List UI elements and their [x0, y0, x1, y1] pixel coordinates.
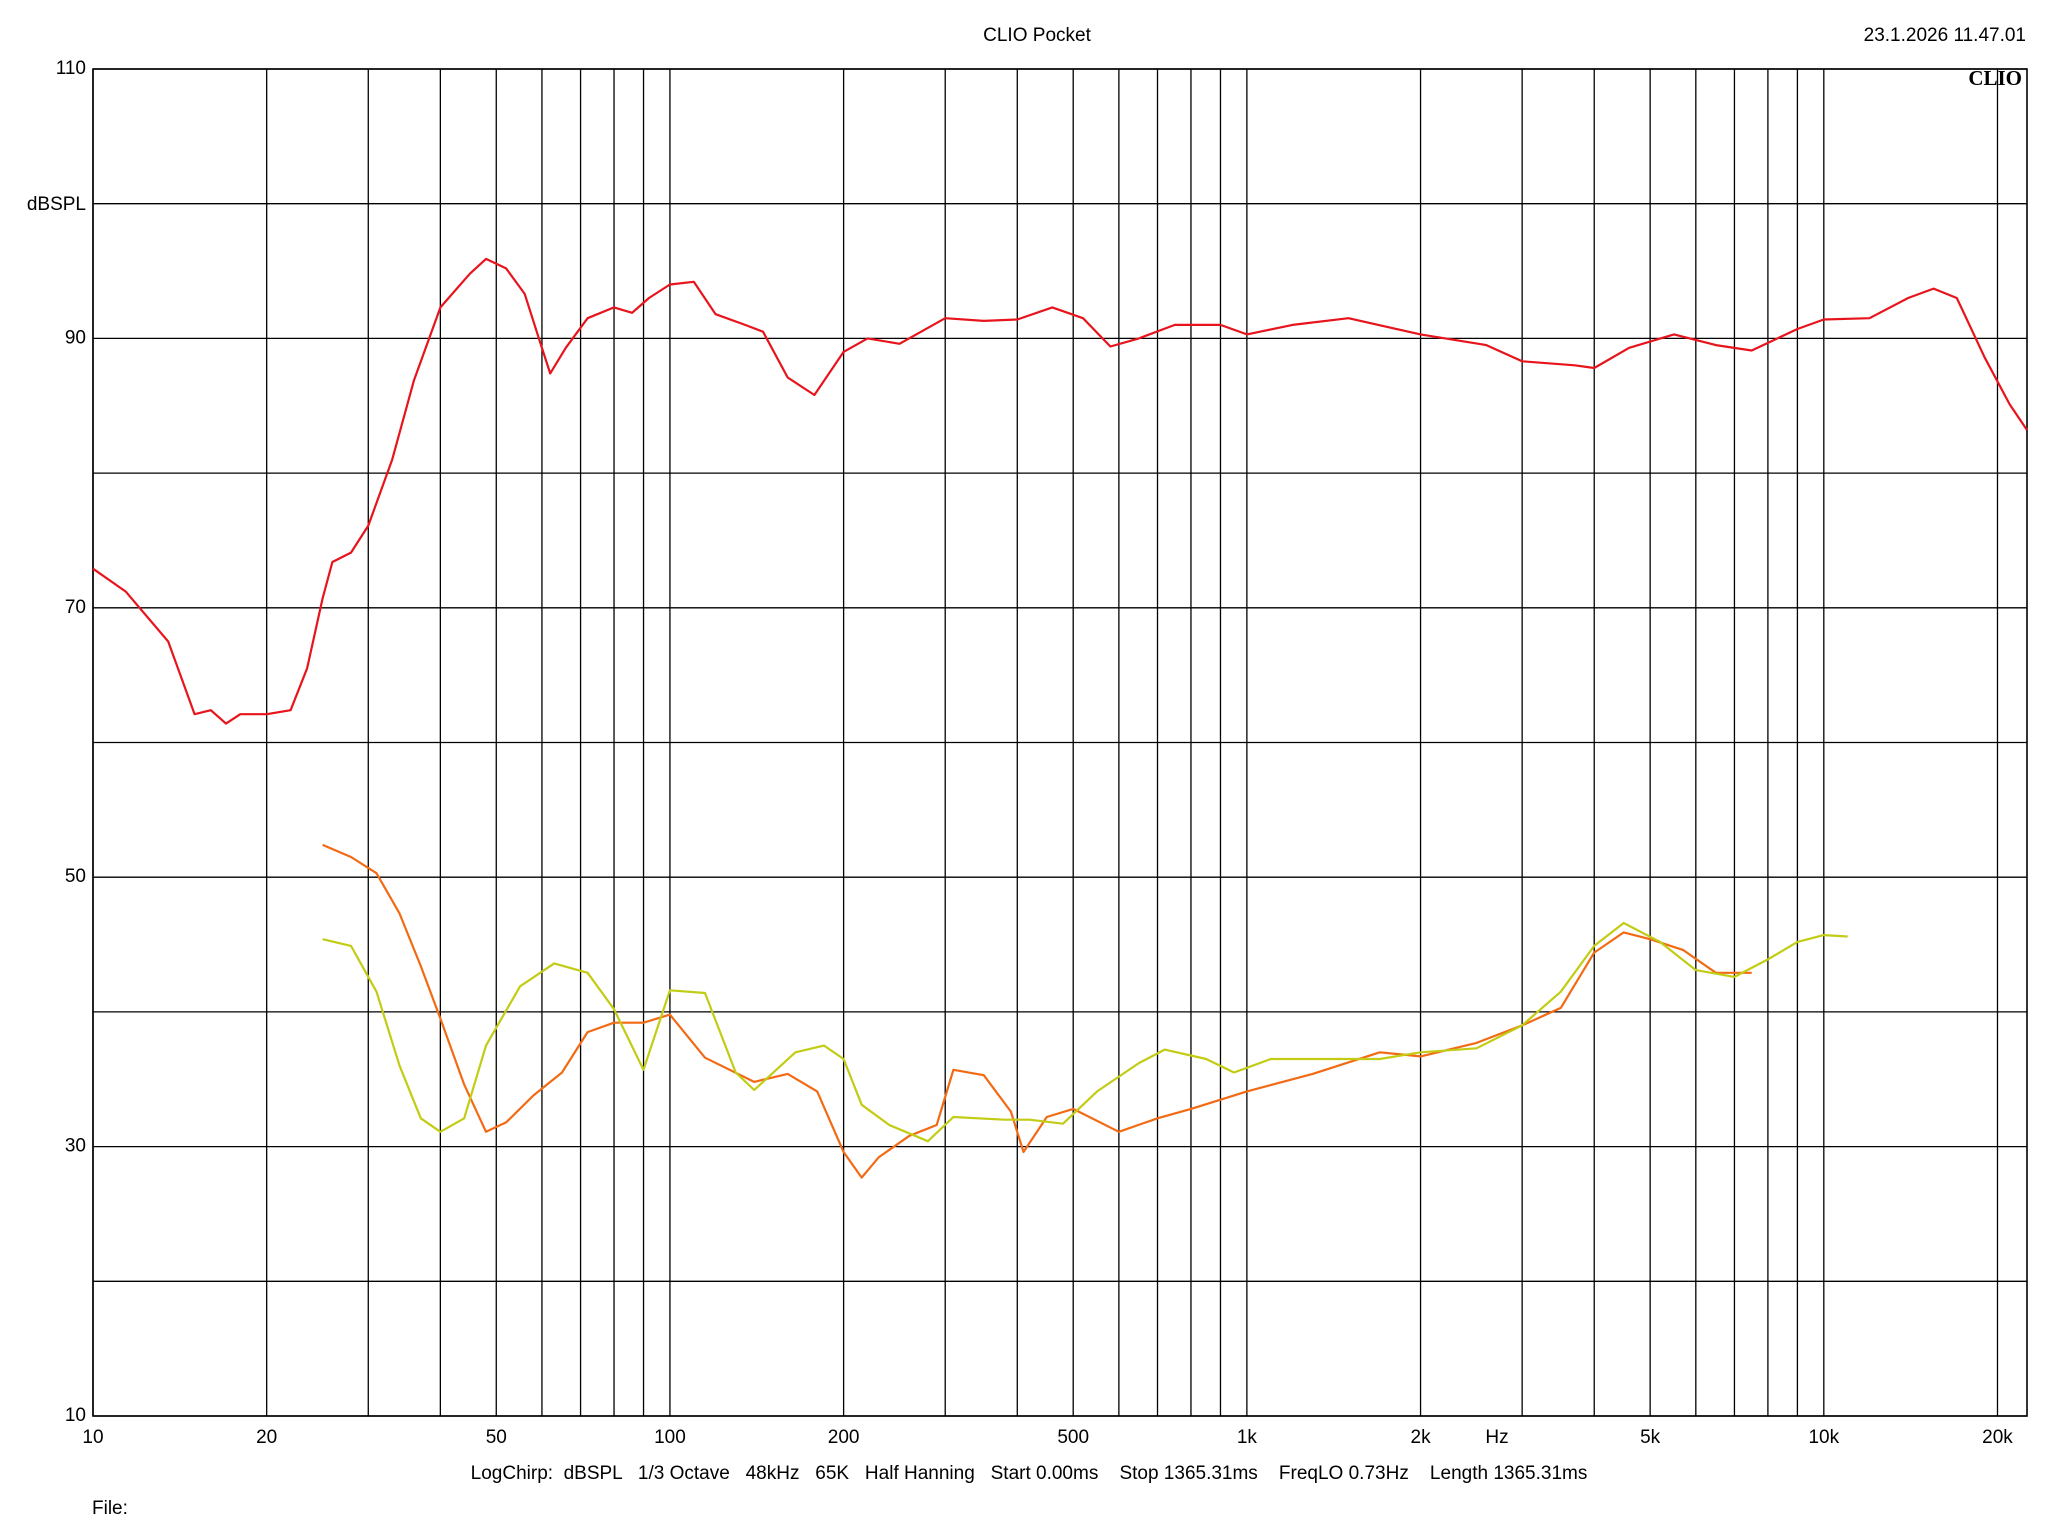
x-tick-label: 20k — [1982, 1427, 2013, 1448]
logo: CLIO — [1968, 66, 2022, 90]
x-tick-label: 2k — [1411, 1427, 1432, 1448]
x-tick-label: 200 — [828, 1427, 860, 1448]
y-tick-label: 90 — [65, 327, 86, 348]
x-tick-label: 100 — [654, 1427, 686, 1448]
x-axis-label: Hz — [1485, 1427, 1508, 1448]
file-label: File: — [92, 1498, 128, 1519]
plot-frame — [92, 68, 2028, 1417]
series-line — [322, 843, 1752, 1179]
y-tick-label: 50 — [65, 866, 86, 887]
x-tick-label: 1k — [1237, 1427, 1258, 1448]
y-tick-label: 10 — [65, 1405, 86, 1426]
y-tick-label: 110 — [56, 58, 86, 79]
footer: LogChirp: dBSPL 1/3 Octave 48kHz 65K Hal… — [471, 1463, 1588, 1484]
y-tick-label: 70 — [65, 597, 86, 618]
y-tick-label: 30 — [65, 1136, 86, 1157]
x-tick-label: 20 — [256, 1427, 277, 1448]
series-line — [92, 257, 2028, 725]
series-line — [322, 921, 1848, 1143]
x-tick-label: 10 — [82, 1427, 103, 1448]
timestamp: 23.1.2026 11.47.01 — [1864, 25, 2026, 46]
x-tick-label: 500 — [1057, 1427, 1089, 1448]
x-tick-label: 50 — [486, 1427, 507, 1448]
x-tick-label: 5k — [1640, 1427, 1661, 1448]
x-tick-label: 10k — [1808, 1427, 1839, 1448]
chart-title: CLIO Pocket — [983, 25, 1091, 46]
y-axis-label: dBSPL — [27, 194, 86, 215]
